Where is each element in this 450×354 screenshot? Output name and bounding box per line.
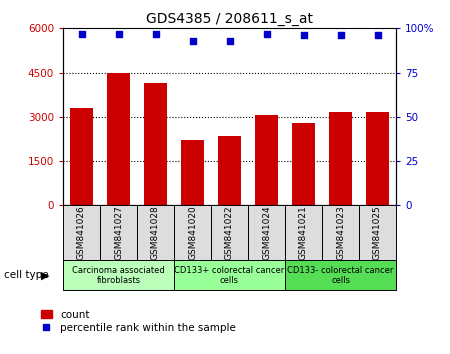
Bar <box>285 260 396 290</box>
Text: GSM841027: GSM841027 <box>114 205 123 260</box>
Point <box>152 31 159 36</box>
Bar <box>63 205 100 260</box>
Bar <box>256 115 278 205</box>
Point <box>337 33 344 38</box>
Bar <box>359 205 396 260</box>
Text: GSM841024: GSM841024 <box>262 205 271 260</box>
Bar <box>292 123 315 205</box>
Point <box>189 38 196 44</box>
Point <box>374 33 381 38</box>
Bar <box>218 136 241 205</box>
Point <box>226 38 233 44</box>
Bar <box>63 260 174 290</box>
Text: GSM841020: GSM841020 <box>188 205 197 260</box>
Bar <box>366 113 389 205</box>
Text: Carcinoma associated
fibroblasts: Carcinoma associated fibroblasts <box>72 266 165 285</box>
Text: GSM841025: GSM841025 <box>373 205 382 260</box>
Point <box>78 31 85 36</box>
Bar <box>144 83 166 205</box>
Text: GSM841026: GSM841026 <box>77 205 86 260</box>
Bar <box>285 205 322 260</box>
Bar <box>181 141 203 205</box>
Text: GSM841022: GSM841022 <box>225 205 234 260</box>
Text: ▶: ▶ <box>40 270 49 280</box>
Text: GSM841028: GSM841028 <box>151 205 160 260</box>
Bar <box>211 205 248 260</box>
Bar <box>137 205 174 260</box>
Point <box>300 33 307 38</box>
Bar <box>174 260 285 290</box>
Bar <box>174 205 211 260</box>
Text: CD133+ colorectal cancer
cells: CD133+ colorectal cancer cells <box>175 266 284 285</box>
Text: cell type: cell type <box>4 270 49 280</box>
Text: GSM841021: GSM841021 <box>299 205 308 260</box>
Bar <box>70 108 93 205</box>
Bar <box>100 205 137 260</box>
Point <box>115 31 122 36</box>
Point <box>263 31 270 36</box>
Title: GDS4385 / 208611_s_at: GDS4385 / 208611_s_at <box>146 12 313 26</box>
Bar <box>322 205 359 260</box>
Bar <box>329 113 351 205</box>
Bar <box>108 73 130 205</box>
Text: CD133- colorectal cancer
cells: CD133- colorectal cancer cells <box>287 266 394 285</box>
Bar <box>248 205 285 260</box>
Text: GSM841023: GSM841023 <box>336 205 345 260</box>
Legend: count, percentile rank within the sample: count, percentile rank within the sample <box>41 310 236 333</box>
